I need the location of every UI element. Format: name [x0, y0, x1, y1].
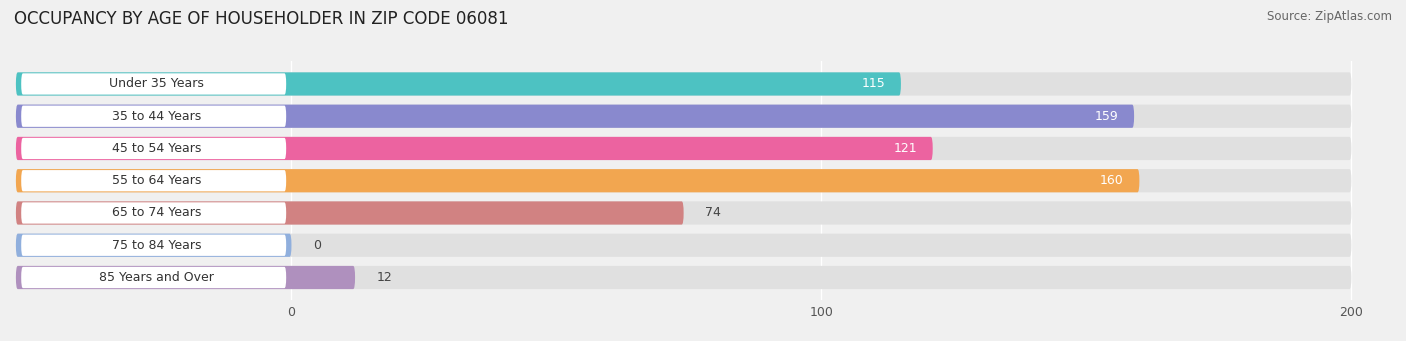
- FancyBboxPatch shape: [15, 72, 1351, 95]
- FancyBboxPatch shape: [15, 202, 1351, 225]
- Text: 74: 74: [704, 207, 721, 220]
- FancyBboxPatch shape: [15, 169, 1139, 192]
- Text: Source: ZipAtlas.com: Source: ZipAtlas.com: [1267, 10, 1392, 23]
- Text: 121: 121: [893, 142, 917, 155]
- FancyBboxPatch shape: [21, 202, 287, 224]
- FancyBboxPatch shape: [21, 138, 287, 159]
- FancyBboxPatch shape: [15, 266, 1351, 289]
- FancyBboxPatch shape: [15, 72, 901, 95]
- Text: 160: 160: [1099, 174, 1123, 187]
- Text: 0: 0: [312, 239, 321, 252]
- FancyBboxPatch shape: [15, 169, 1351, 192]
- FancyBboxPatch shape: [15, 266, 356, 289]
- Text: 35 to 44 Years: 35 to 44 Years: [111, 110, 201, 123]
- Text: OCCUPANCY BY AGE OF HOUSEHOLDER IN ZIP CODE 06081: OCCUPANCY BY AGE OF HOUSEHOLDER IN ZIP C…: [14, 10, 509, 28]
- FancyBboxPatch shape: [15, 137, 932, 160]
- FancyBboxPatch shape: [15, 234, 291, 257]
- Text: 85 Years and Over: 85 Years and Over: [98, 271, 214, 284]
- Text: Under 35 Years: Under 35 Years: [108, 77, 204, 90]
- Text: 12: 12: [377, 271, 392, 284]
- FancyBboxPatch shape: [21, 73, 287, 94]
- Text: 159: 159: [1094, 110, 1118, 123]
- Text: 115: 115: [862, 77, 884, 90]
- FancyBboxPatch shape: [21, 235, 287, 256]
- FancyBboxPatch shape: [15, 202, 683, 225]
- FancyBboxPatch shape: [21, 106, 287, 127]
- FancyBboxPatch shape: [15, 105, 1351, 128]
- FancyBboxPatch shape: [15, 234, 1351, 257]
- FancyBboxPatch shape: [15, 137, 1351, 160]
- FancyBboxPatch shape: [15, 105, 1135, 128]
- Text: 65 to 74 Years: 65 to 74 Years: [111, 207, 201, 220]
- Text: 55 to 64 Years: 55 to 64 Years: [111, 174, 201, 187]
- Text: 45 to 54 Years: 45 to 54 Years: [111, 142, 201, 155]
- FancyBboxPatch shape: [21, 170, 287, 191]
- Text: 75 to 84 Years: 75 to 84 Years: [111, 239, 201, 252]
- FancyBboxPatch shape: [21, 267, 287, 288]
